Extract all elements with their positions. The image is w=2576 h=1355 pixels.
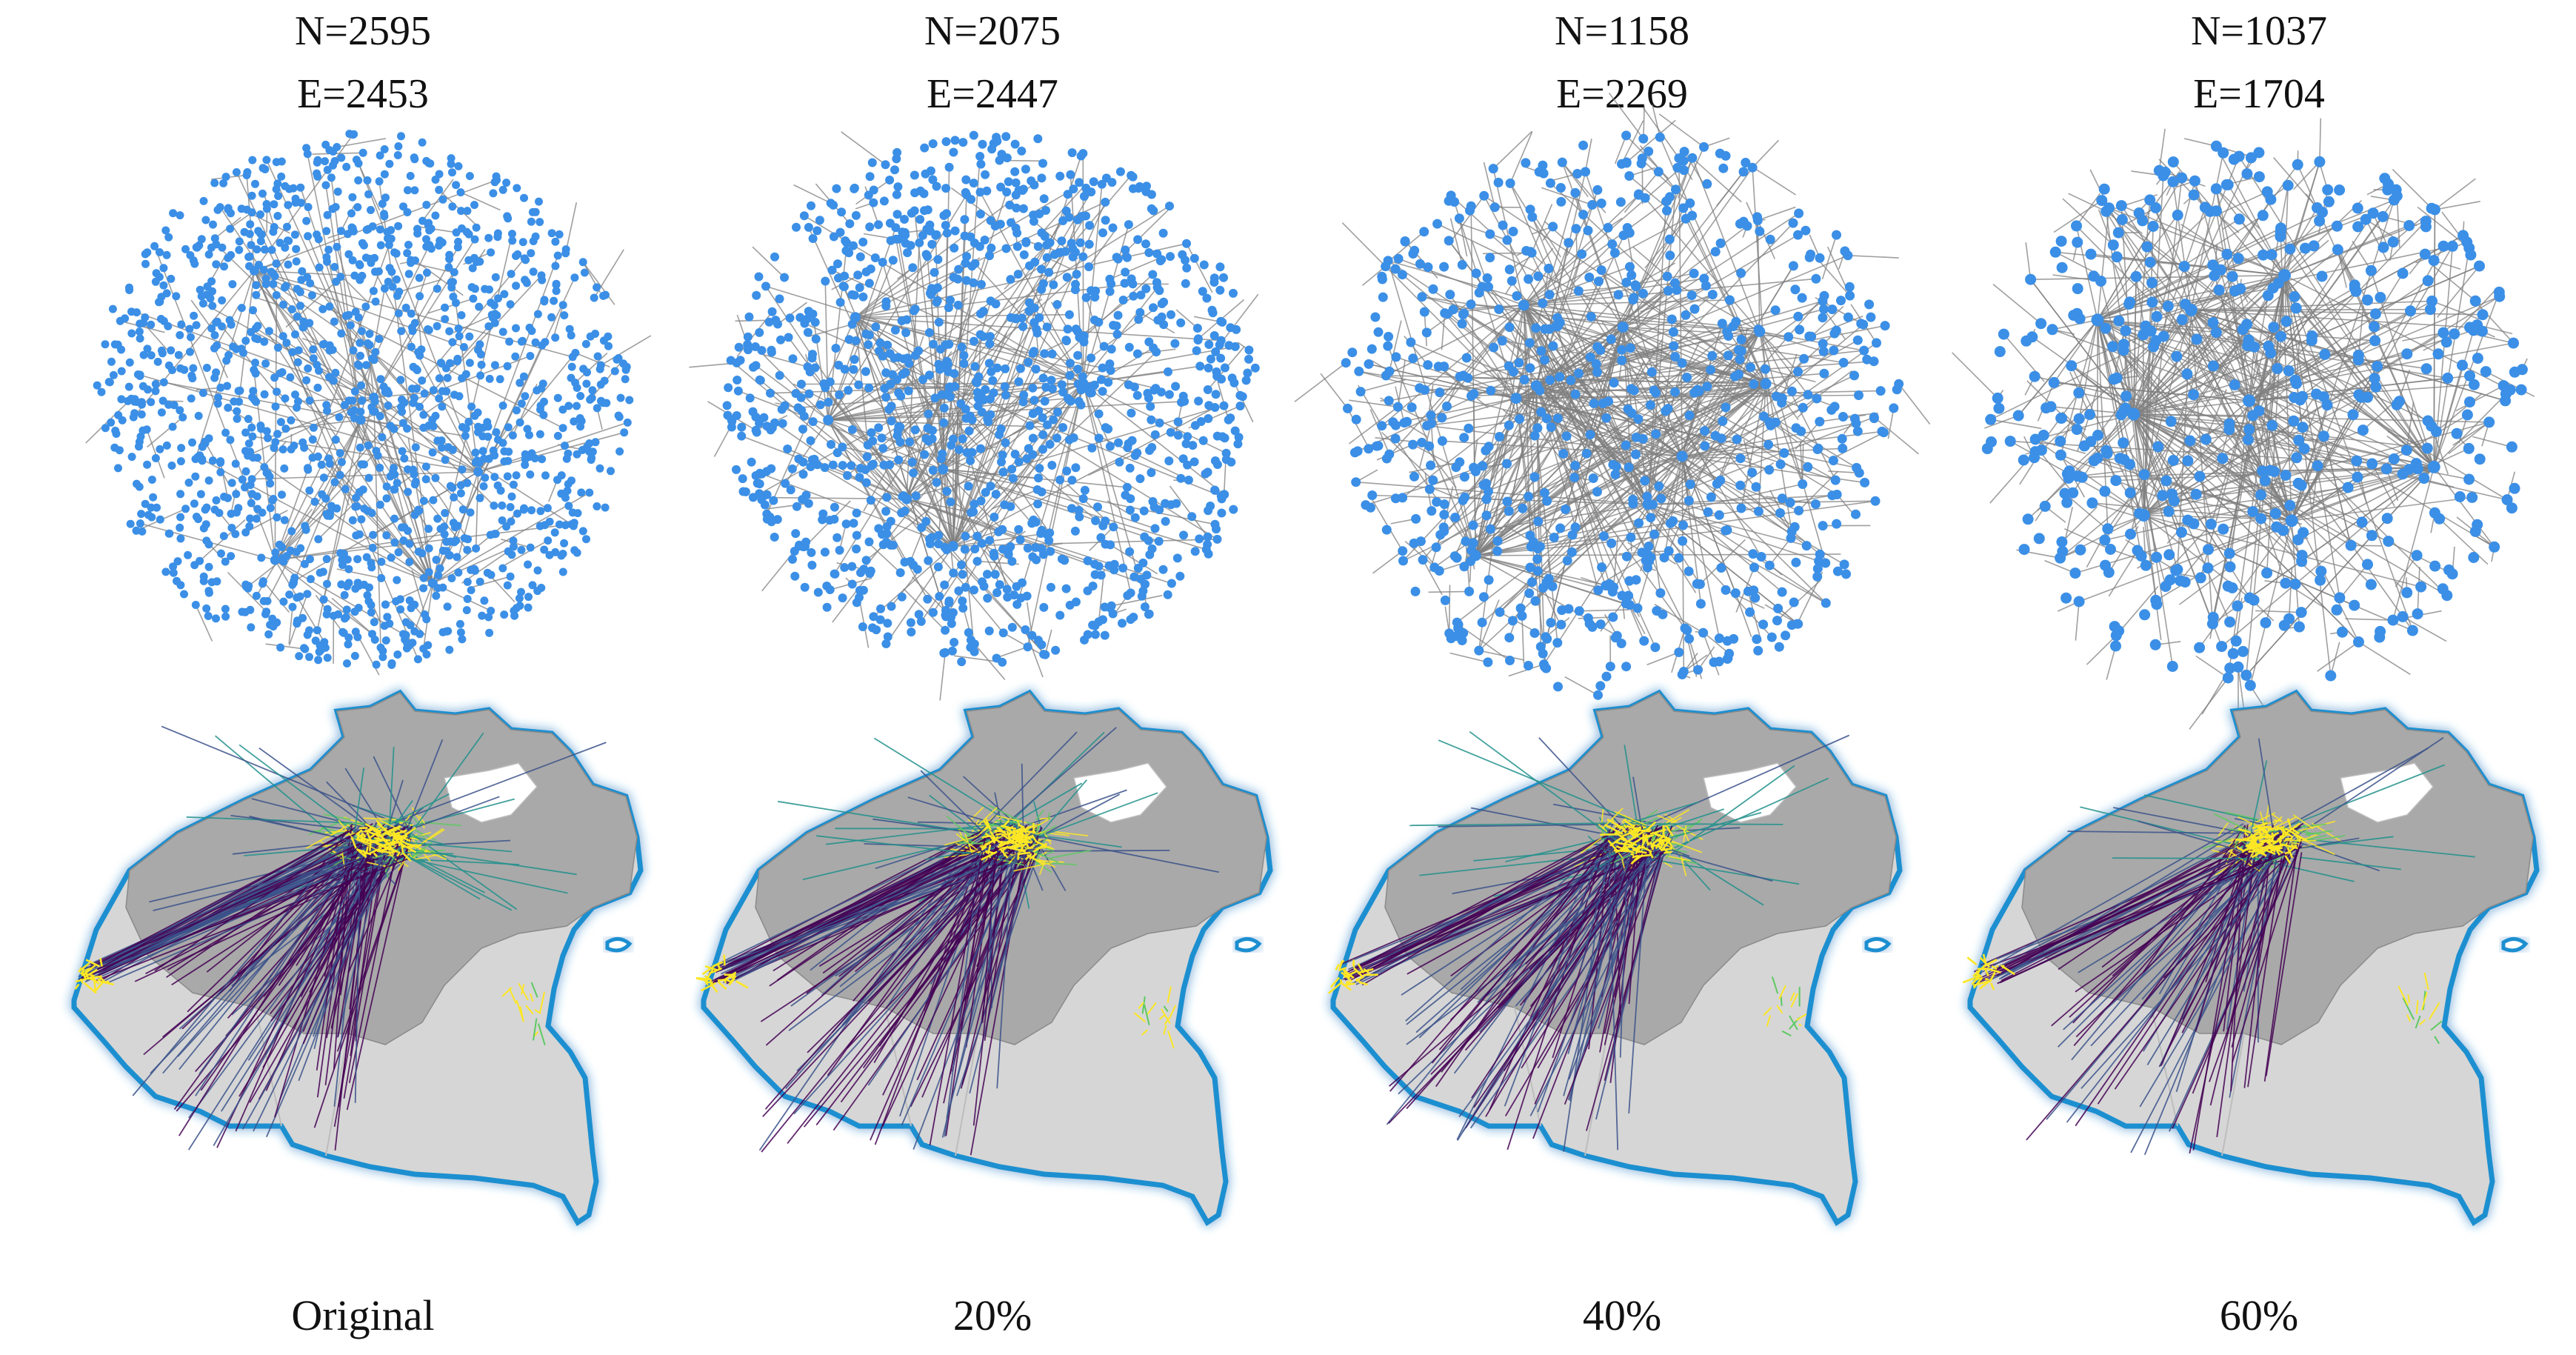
panel-20-percent: N=2075 E=2447 20% [689, 8, 1273, 1339]
edges [1952, 118, 2535, 730]
nodes [1981, 140, 2528, 691]
panel-original: N=2595 E=2453 Original [71, 8, 652, 1339]
panel-caption: Original [291, 1291, 434, 1339]
network-graph [1952, 118, 2535, 730]
edge-count-label: E=2453 [297, 71, 429, 117]
panel-60-percent: N=1037 E=1704 60% [1952, 8, 2540, 1339]
node-count-label: N=1158 [1555, 8, 1689, 54]
edge-count-label: E=1704 [2193, 71, 2325, 117]
node-count-label: N=2595 [295, 8, 431, 54]
flow-lines [1962, 737, 2475, 1156]
edge-count-label: E=2447 [927, 71, 1058, 117]
nodes [1341, 130, 1904, 700]
flow-map [71, 689, 644, 1226]
network-graph [85, 130, 652, 676]
panel-caption: 60% [2220, 1291, 2298, 1339]
panel-caption: 20% [953, 1291, 1032, 1339]
node-count-label: N=1037 [2191, 8, 2327, 54]
flow-lines [695, 727, 1219, 1156]
island [605, 937, 633, 953]
nodes [722, 130, 1260, 667]
flow-map [1327, 689, 1903, 1226]
flow-map [695, 689, 1273, 1226]
flow-lines [74, 725, 607, 1151]
panel-caption: 40% [1583, 1291, 1661, 1339]
node-count-label: N=2075 [924, 8, 1061, 54]
edges [1294, 93, 1931, 696]
network-graph [1294, 93, 1931, 700]
nodes [93, 130, 634, 669]
island [1235, 937, 1262, 953]
panel-40-percent: N=1158 E=2269 40% [1294, 8, 1931, 1339]
flow-map [1962, 689, 2540, 1226]
island [2501, 937, 2529, 953]
flow-lines [1327, 730, 1850, 1152]
island [1864, 937, 1892, 953]
network-graph [689, 130, 1260, 701]
